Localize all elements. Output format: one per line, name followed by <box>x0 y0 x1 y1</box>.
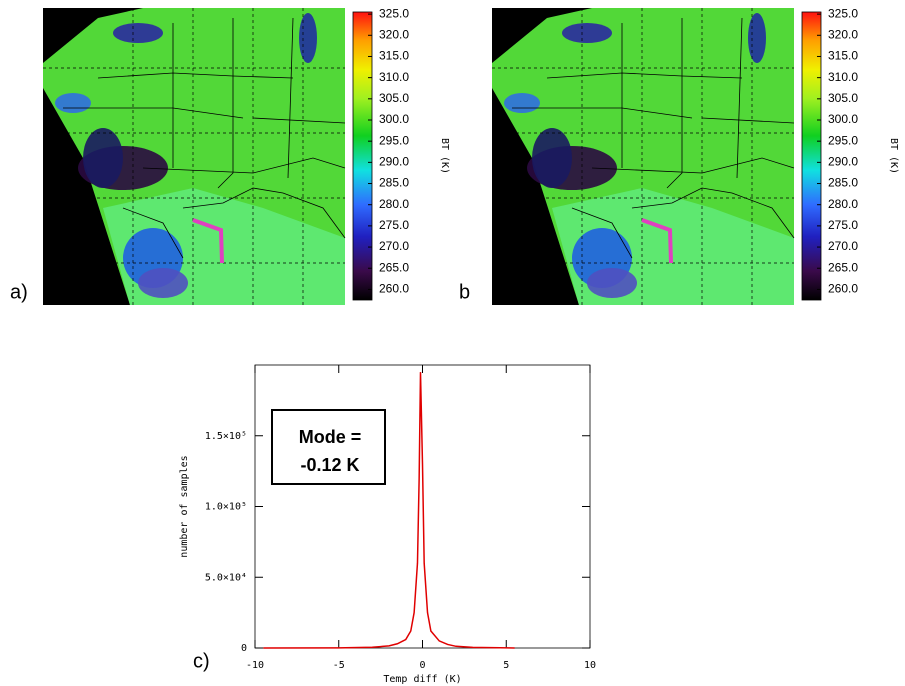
y-axis-label: number of samples <box>179 455 190 557</box>
cloud-patch <box>138 268 188 298</box>
flight-track <box>192 218 224 264</box>
colorbar-tick-label: 300.0 <box>828 112 858 126</box>
annotation-box <box>271 409 386 485</box>
x-tick-label: -10 <box>246 660 264 671</box>
colorbar-tick-label: 295.0 <box>828 133 858 147</box>
colorbar-tick-label: 280.0 <box>828 197 858 211</box>
colorbar-tick-label: 260.0 <box>828 282 858 296</box>
y-tick-label: 0 <box>241 643 247 654</box>
cloud-patch <box>504 93 540 113</box>
colorbar-label: BT (K) <box>888 138 899 174</box>
panel-label: a) <box>10 281 28 303</box>
colorbar-tick-label: 285.0 <box>828 176 858 190</box>
border <box>122 207 184 259</box>
border <box>701 117 795 124</box>
cloud-patch <box>113 23 163 43</box>
colorbar-tick-label: 260.0 <box>379 282 409 296</box>
colorbar <box>352 11 373 301</box>
colorbar-tick-label: 310.0 <box>828 70 858 84</box>
border <box>736 17 743 179</box>
colorbar-label: BT (K) <box>439 138 450 174</box>
colorbar-tick-label: 305.0 <box>828 91 858 105</box>
panel-label: c) <box>193 650 210 672</box>
cloud-patch <box>299 13 317 63</box>
colorbar-tick-label: 325.0 <box>379 6 409 20</box>
y-tick-label: 1.0×10⁵ <box>205 502 247 513</box>
map <box>492 8 795 305</box>
colorbar-tick-label: 300.0 <box>379 112 409 126</box>
x-tick-label: 5 <box>503 660 509 671</box>
cloud-patch <box>55 93 91 113</box>
cloud-patch <box>587 268 637 298</box>
colorbar-tick-label: 305.0 <box>379 91 409 105</box>
colorbar-tick-label: 275.0 <box>379 218 409 232</box>
border <box>631 187 795 239</box>
border <box>252 117 346 124</box>
colorbar <box>801 11 822 301</box>
x-tick-label: 0 <box>419 660 425 671</box>
flight-track <box>641 218 673 264</box>
annotation: Mode = <box>299 427 362 447</box>
colorbar-tick-label: 290.0 <box>379 155 409 169</box>
cloud-patch <box>562 23 612 43</box>
cloud-patch <box>532 128 572 188</box>
colorbar-tick-label: 270.0 <box>828 239 858 253</box>
border <box>666 18 683 189</box>
colorbar-tick-label: 320.0 <box>379 27 409 41</box>
annotation: -0.12 K <box>300 455 359 475</box>
colorbar-tick-label: 325.0 <box>828 6 858 20</box>
colorbar-tick-label: 270.0 <box>379 239 409 253</box>
y-tick-label: 1.5×10⁵ <box>205 431 247 442</box>
colorbar-tick-label: 310.0 <box>379 70 409 84</box>
panel-label: b <box>459 281 470 303</box>
border <box>591 157 795 174</box>
colorbar-tick-label: 280.0 <box>379 197 409 211</box>
x-tick-label: 10 <box>584 660 596 671</box>
x-tick-label: -5 <box>333 660 345 671</box>
border <box>546 72 743 79</box>
cloud-patch <box>83 128 123 188</box>
colorbar-tick-label: 265.0 <box>828 260 858 274</box>
colorbar-tick-label: 285.0 <box>379 176 409 190</box>
border <box>97 72 294 79</box>
colorbar-tick-label: 320.0 <box>828 27 858 41</box>
y-tick-label: 5.0×10⁴ <box>205 572 247 583</box>
border <box>142 157 346 174</box>
colorbar-tick-label: 265.0 <box>379 260 409 274</box>
border <box>182 187 346 239</box>
x-axis-label: Temp diff (K) <box>383 674 461 685</box>
map <box>43 8 346 305</box>
colorbar-tick-label: 275.0 <box>828 218 858 232</box>
colorbar-tick-label: 295.0 <box>379 133 409 147</box>
colorbar-tick-label: 315.0 <box>379 49 409 63</box>
border <box>217 18 234 189</box>
colorbar-tick-label: 290.0 <box>828 155 858 169</box>
border <box>287 17 294 179</box>
histogram-line <box>263 372 515 649</box>
cloud-patch <box>748 13 766 63</box>
border <box>571 207 633 259</box>
colorbar-tick-label: 315.0 <box>828 49 858 63</box>
